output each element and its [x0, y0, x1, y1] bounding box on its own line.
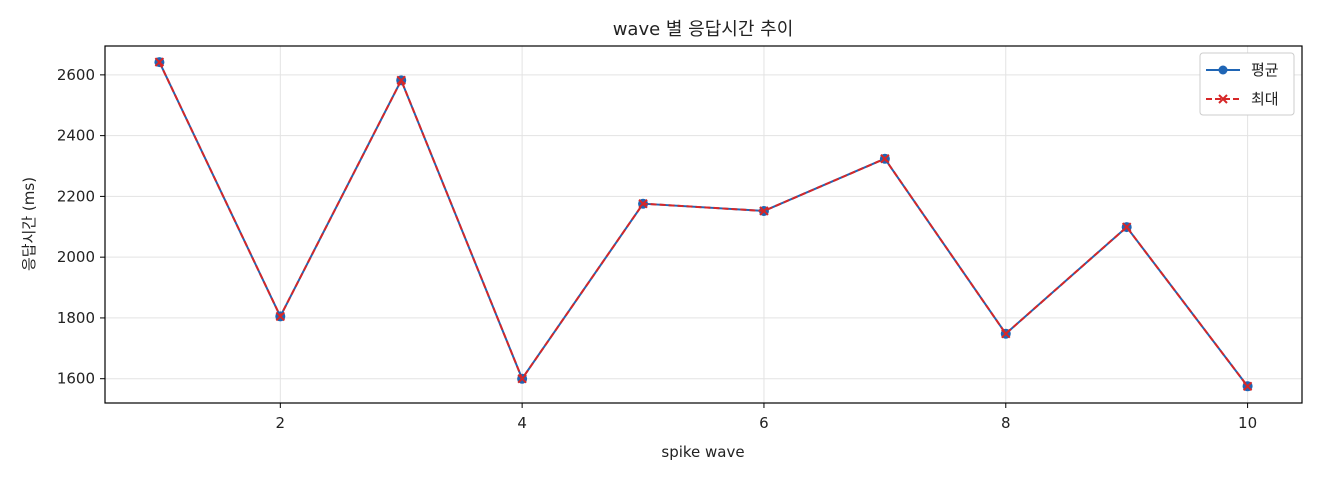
x-tick-label: 10	[1238, 414, 1257, 432]
legend-avg-label: 평균	[1251, 61, 1279, 79]
legend-max-label: 최대	[1251, 90, 1279, 108]
data-point	[275, 311, 286, 322]
data-point	[638, 198, 648, 209]
y-axis: 1600 1800 2000 2200 2400 2600	[57, 66, 105, 388]
y-tick-label: 2000	[57, 248, 95, 266]
series-1	[154, 57, 1253, 391]
data-point	[1242, 381, 1253, 391]
y-tick-label: 1600	[57, 370, 95, 388]
series-layer	[154, 57, 1253, 392]
y-tick-label: 2600	[57, 66, 95, 84]
x-axis-label: spike wave	[661, 443, 744, 461]
data-point	[396, 75, 406, 86]
x-tick-label: 4	[517, 414, 527, 432]
data-point	[517, 373, 527, 384]
y-tick-label: 1800	[57, 309, 95, 327]
legend-avg-marker-icon	[1218, 65, 1228, 75]
legend-max-marker-icon	[1218, 94, 1228, 104]
series-line	[158, 61, 1249, 387]
x-tick-label: 8	[1001, 414, 1011, 432]
chart-title: wave 별 응답시간 추이	[613, 19, 794, 40]
y-axis-label: 응답시간 (ms)	[20, 177, 38, 271]
x-tick-label: 6	[759, 414, 769, 432]
x-axis: 2 4 6 8 10	[276, 403, 1257, 432]
series-line	[158, 61, 1249, 387]
y-tick-label: 2200	[57, 187, 95, 205]
legend-item-max: 최대	[1206, 90, 1279, 108]
plot-area	[104, 45, 1303, 404]
data-point	[154, 57, 165, 67]
legend-item-avg: 평균	[1206, 61, 1279, 79]
y-tick-label: 2400	[57, 127, 95, 145]
legend: 평균 최대	[1199, 52, 1295, 116]
data-point	[880, 154, 890, 164]
x-tick-label: 2	[276, 414, 286, 432]
data-point	[1121, 222, 1132, 232]
data-point	[759, 206, 769, 216]
data-point	[1001, 329, 1011, 339]
grid	[105, 46, 1302, 403]
legend-box	[1199, 52, 1295, 116]
series-0	[154, 57, 1253, 392]
